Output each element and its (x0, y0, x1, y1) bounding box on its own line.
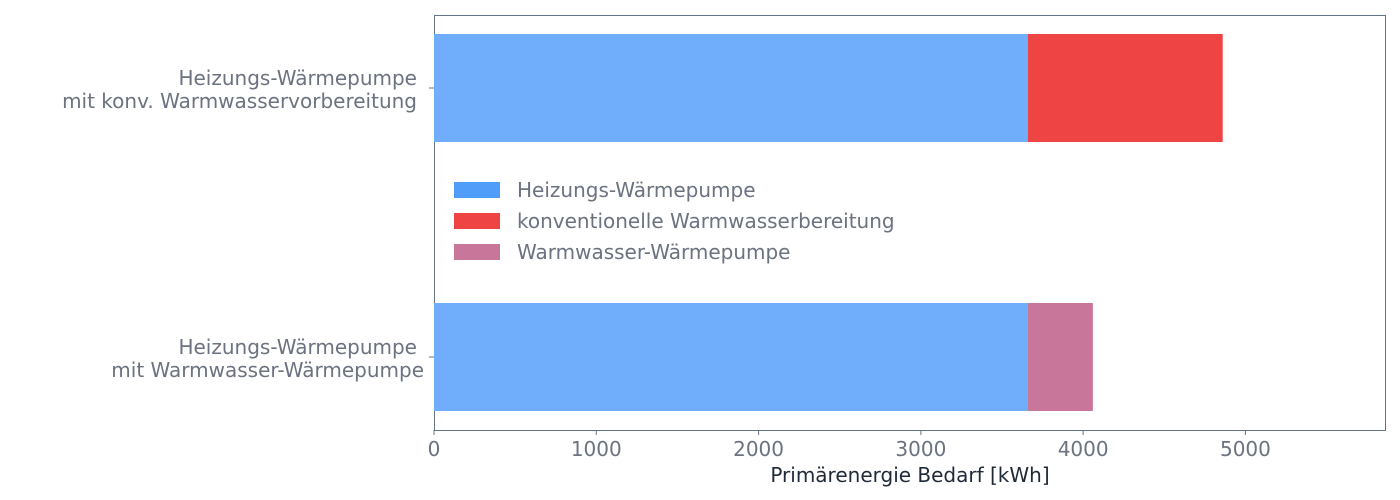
legend-swatch (454, 213, 500, 229)
plot-frame (434, 15, 1386, 431)
legend-label: Warmwasser-Wärmepumpe (517, 240, 790, 264)
bar-segment (1027, 303, 1093, 411)
bar-segment (434, 34, 1028, 142)
bar-segment (434, 303, 1028, 411)
x-tick-label: 1000 (571, 437, 622, 461)
legend-swatch (454, 182, 500, 198)
legend-label: konventionelle Warmwasserbereitung (517, 209, 895, 233)
bar-segment (1027, 34, 1223, 142)
x-tick-label: 4000 (1058, 437, 1109, 461)
x-tick-label: 2000 (733, 437, 784, 461)
y-tick-label: mit Warmwasser-Wärmepumpe (111, 358, 424, 382)
y-tick-label: mit konv. Warmwasservorbereitung (62, 89, 417, 113)
legend-swatch (454, 244, 500, 260)
x-tick-label: 0 (428, 437, 441, 461)
y-tick-label: Heizungs-Wärmepumpe (178, 335, 417, 359)
x-tick-label: 3000 (895, 437, 946, 461)
legend-label: Heizungs-Wärmepumpe (517, 178, 756, 202)
x-axis-label: Primärenergie Bedarf [kWh] (770, 463, 1049, 487)
y-tick-label: Heizungs-Wärmepumpe (178, 66, 417, 90)
x-tick-label: 5000 (1220, 437, 1271, 461)
